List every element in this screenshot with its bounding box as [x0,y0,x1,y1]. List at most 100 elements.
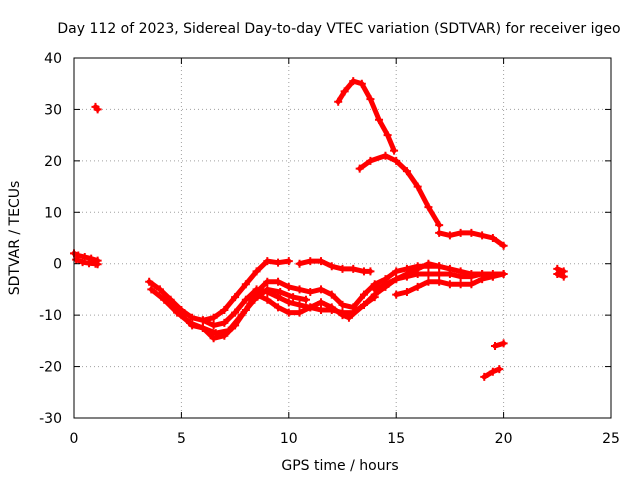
data-point [263,295,272,304]
series-track-2 [72,255,102,269]
chart-title: Day 112 of 2023, Sidereal Day-to-day VTE… [57,21,620,37]
data-point [338,264,347,273]
x-tick-label: 0 [70,431,79,447]
data-point [289,293,298,302]
data-point [349,77,358,86]
data-point [491,342,500,350]
data-point [499,339,508,348]
data-point [160,295,169,304]
plot-frame [73,57,612,419]
data-point [147,285,156,294]
series-track-9 [295,257,375,276]
series-track-10 [334,77,399,155]
data-point [317,298,326,307]
data-point [467,280,476,289]
data-point [445,264,454,273]
y-tick-label: -30 [39,411,62,427]
series-track-15 [553,264,568,281]
y-tick-label: 10 [44,205,62,221]
data-point [327,290,336,299]
data-point [78,258,87,267]
data-point [274,303,283,312]
x-tick-label: 25 [602,431,620,447]
data-point [424,270,433,278]
data-point [359,300,368,309]
data-point [413,182,422,191]
data-point [306,303,315,312]
data-point [435,262,444,271]
data-point [402,270,411,278]
data-point [306,257,315,266]
data-point [349,264,358,273]
series-line [554,266,567,280]
series-track-16 [491,339,508,350]
data-point [357,79,366,88]
data-point [317,306,326,314]
data-point [241,280,250,289]
data-point [263,277,272,286]
data-point [499,241,508,250]
x-axis-label: GPS time / hours [281,458,398,474]
data-point [402,288,411,296]
data-point [188,321,197,330]
data-point [284,298,293,307]
data-point [231,293,240,302]
data-point [145,277,154,286]
data-point [445,280,454,289]
data-point [381,151,390,160]
data-point [467,270,476,278]
y-tick-label: 40 [44,51,62,67]
data-point [209,334,218,343]
data-point [334,97,343,106]
series-line [335,78,397,154]
data-point [231,308,240,317]
data-point [241,295,250,304]
data-point [359,290,368,299]
data-point [263,288,272,296]
data-point [327,262,336,271]
data-point [478,275,487,284]
series-track-1 [70,249,102,265]
data-point [274,277,283,286]
data-point [355,164,364,173]
x-tick-label: 5 [177,431,186,447]
data-point [559,272,568,281]
data-point [366,156,375,165]
data-point [435,228,444,237]
data-point [263,257,272,266]
data-point [231,321,240,330]
data-point [274,293,283,302]
data-point [317,285,326,294]
data-point [445,231,454,240]
series-track-14 [392,272,497,299]
data-point [392,156,401,165]
data-point [344,313,353,322]
data-point [424,277,433,286]
data-point [209,313,218,322]
data-point [499,270,508,278]
data-point [327,303,336,312]
data-point [478,231,487,240]
y-tick-label: 20 [44,154,62,170]
data-point [467,228,476,237]
x-tick-label: 20 [495,431,513,447]
data-point [301,295,310,304]
data-point [495,365,504,374]
data-point [435,270,444,278]
data-point [338,300,347,309]
data-point [284,282,293,291]
data-point [488,234,497,242]
y-tick-label: -20 [39,360,62,376]
data-point [284,257,293,266]
series-track-11 [355,151,444,230]
data-point [370,293,379,302]
x-tick-label: 10 [280,431,298,447]
data-point [424,259,433,268]
data-point [375,115,384,124]
data-point [383,131,392,140]
data-point [220,306,229,314]
data-point [155,285,164,294]
data-point [295,259,304,268]
data-point [488,367,497,376]
data-point [284,308,293,317]
